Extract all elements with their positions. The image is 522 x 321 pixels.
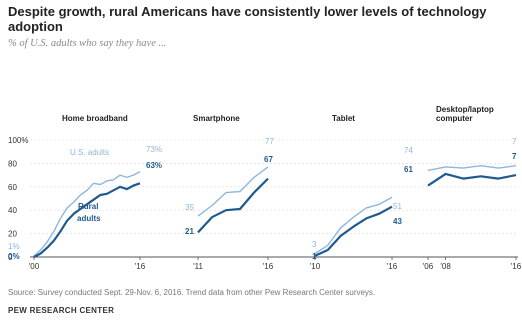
chart-title: Despite growth, rural Americans have con… [8, 4, 487, 34]
y-tick-label: 40 [8, 206, 17, 215]
data-label: 21 [185, 227, 194, 236]
data-label: 7 [512, 152, 517, 161]
data-label: 51 [393, 202, 402, 211]
data-label: 61 [404, 165, 413, 174]
x-tick-label: '11 [193, 262, 203, 271]
rural-adults-line [314, 205, 393, 257]
us-adults-line [314, 196, 393, 255]
source-note: Source: Survey conducted Sept. 29-Nov. 6… [8, 288, 376, 297]
data-label: 73% [146, 145, 162, 154]
data-label: 74 [404, 146, 413, 155]
x-tick-label: '16 [511, 262, 522, 271]
panel-title: Smartphone [193, 114, 240, 123]
y-tick-label: 100% [8, 136, 28, 145]
x-tick-label: '06 [423, 262, 434, 271]
panel-title: Home broadband [62, 114, 128, 123]
x-tick-label: '16 [135, 262, 146, 271]
us-adults-line [197, 166, 269, 217]
data-label: 63% [146, 161, 162, 170]
brand-footer: PEW RESEARCH CENTER [8, 306, 115, 315]
data-label: 7 [512, 137, 517, 146]
rural-adults-line [427, 172, 517, 187]
data-label: 67 [264, 155, 273, 164]
x-tick-label: '10 [310, 262, 321, 271]
data-label: 77 [265, 137, 274, 146]
x-tick-label: '16 [263, 262, 274, 271]
data-label: U.S. adults [70, 148, 109, 157]
data-label: 1% [8, 242, 20, 251]
panel-title: Desktop/laptop [436, 105, 494, 114]
x-tick-label: '08 [440, 262, 451, 271]
rural-adults-line [33, 182, 141, 258]
data-label: 1 [312, 252, 317, 261]
y-tick-label: 20 [8, 230, 17, 239]
data-label: 3 [312, 240, 317, 249]
y-tick-label: 60 [8, 183, 17, 192]
chart-subtitle: % of U.S. adults who say they have ... [8, 38, 167, 49]
data-label: 43 [393, 217, 402, 226]
rural-adults-line [197, 177, 269, 234]
y-tick-label: 80 [8, 159, 17, 168]
panel-title: Tablet [332, 114, 355, 123]
us-adults-line [33, 170, 141, 257]
y-tick-label: 0 [8, 253, 13, 262]
data-label: Rural [78, 202, 98, 211]
data-label: adults [77, 214, 101, 223]
x-tick-label: '00 [29, 262, 40, 271]
x-tick-label: '16 [387, 262, 398, 271]
us-adults-line [427, 165, 517, 172]
data-label: 35 [185, 203, 194, 212]
panel-title: computer [436, 114, 472, 123]
data-label: 0% [8, 252, 20, 261]
